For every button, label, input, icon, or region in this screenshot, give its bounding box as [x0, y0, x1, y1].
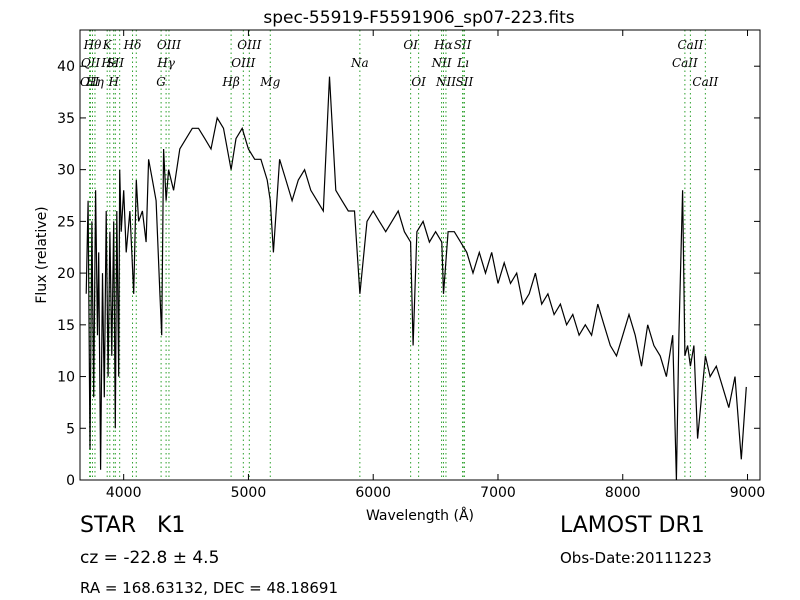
y-tick-label: 40	[57, 59, 75, 75]
x-tick-label: 5000	[231, 485, 267, 501]
plot-frame	[79, 29, 761, 481]
object-class: STAR	[80, 513, 137, 538]
line-marker-label: OI	[411, 75, 426, 89]
line-marker-label: CaII	[677, 38, 703, 52]
x-tick-label: 6000	[355, 485, 391, 501]
line-marker-label: G	[156, 75, 166, 89]
line-marker-label: Hη	[85, 75, 104, 89]
y-axis-label: Flux (relative)	[34, 206, 50, 303]
line-marker-label: OI	[403, 38, 418, 52]
x-axis-ticks: 4000 5000 6000 7000 8000 9000	[106, 30, 765, 501]
spectral-line-markers: OIIQIIHθHηKHεHSIIHδGHγOIIIHβOIIIOIIIMgNa…	[80, 30, 719, 480]
redshift-value: cz = -22.8 ± 4.5	[80, 548, 220, 568]
line-marker-label: Hγ	[156, 56, 175, 70]
observation-date: Obs-Date:20111223	[560, 549, 712, 567]
coordinates: RA = 168.63132, DEC = 48.18691	[80, 579, 339, 597]
y-tick-label: 10	[57, 370, 75, 386]
line-marker-label: OIII	[231, 56, 255, 70]
line-marker-label: SII	[106, 56, 124, 70]
y-tick-label: 25	[57, 214, 75, 230]
line-marker-label: CaII	[692, 75, 718, 89]
line-marker-label: Na	[350, 56, 369, 70]
y-tick-label: 30	[57, 163, 75, 179]
line-marker-label: SII	[456, 75, 474, 89]
line-marker-label: QII	[81, 56, 101, 70]
line-marker-label: Hδ	[123, 38, 142, 52]
x-tick-label: 8000	[605, 485, 641, 501]
line-marker-label: Hβ	[221, 75, 239, 89]
x-axis-label: Wavelength (Å)	[366, 507, 474, 524]
line-marker-label: OIII	[157, 38, 181, 52]
y-tick-label: 35	[57, 111, 75, 127]
line-marker-label: NII	[431, 56, 452, 70]
line-marker-label: Lı	[456, 56, 469, 70]
x-tick-label: 4000	[106, 485, 142, 501]
y-tick-label: 5	[66, 421, 75, 437]
line-marker-label: CaII	[672, 56, 698, 70]
y-tick-label: 0	[66, 473, 75, 489]
line-marker-label: OIII	[237, 38, 261, 52]
survey-name: LAMOST DR1	[560, 513, 705, 538]
x-tick-label: 7000	[480, 485, 516, 501]
y-tick-label: 15	[57, 318, 75, 334]
x-tick-label: 9000	[730, 485, 766, 501]
line-marker-label: Hα	[433, 38, 453, 52]
line-marker-label: NII	[435, 75, 456, 89]
chart-title: spec-55919-F5591906_sp07-223.fits	[263, 8, 574, 28]
line-marker-label: Hθ	[83, 38, 102, 52]
y-axis-ticks: 0 5 10 15 20 25 30 35 40	[57, 59, 760, 489]
y-tick-label: 20	[57, 266, 75, 282]
line-marker-label: H	[107, 75, 119, 89]
object-subclass: K1	[157, 513, 186, 538]
spectrum-line	[85, 76, 747, 481]
line-marker-label: K	[102, 38, 113, 52]
line-marker-label: Mg	[259, 75, 280, 89]
